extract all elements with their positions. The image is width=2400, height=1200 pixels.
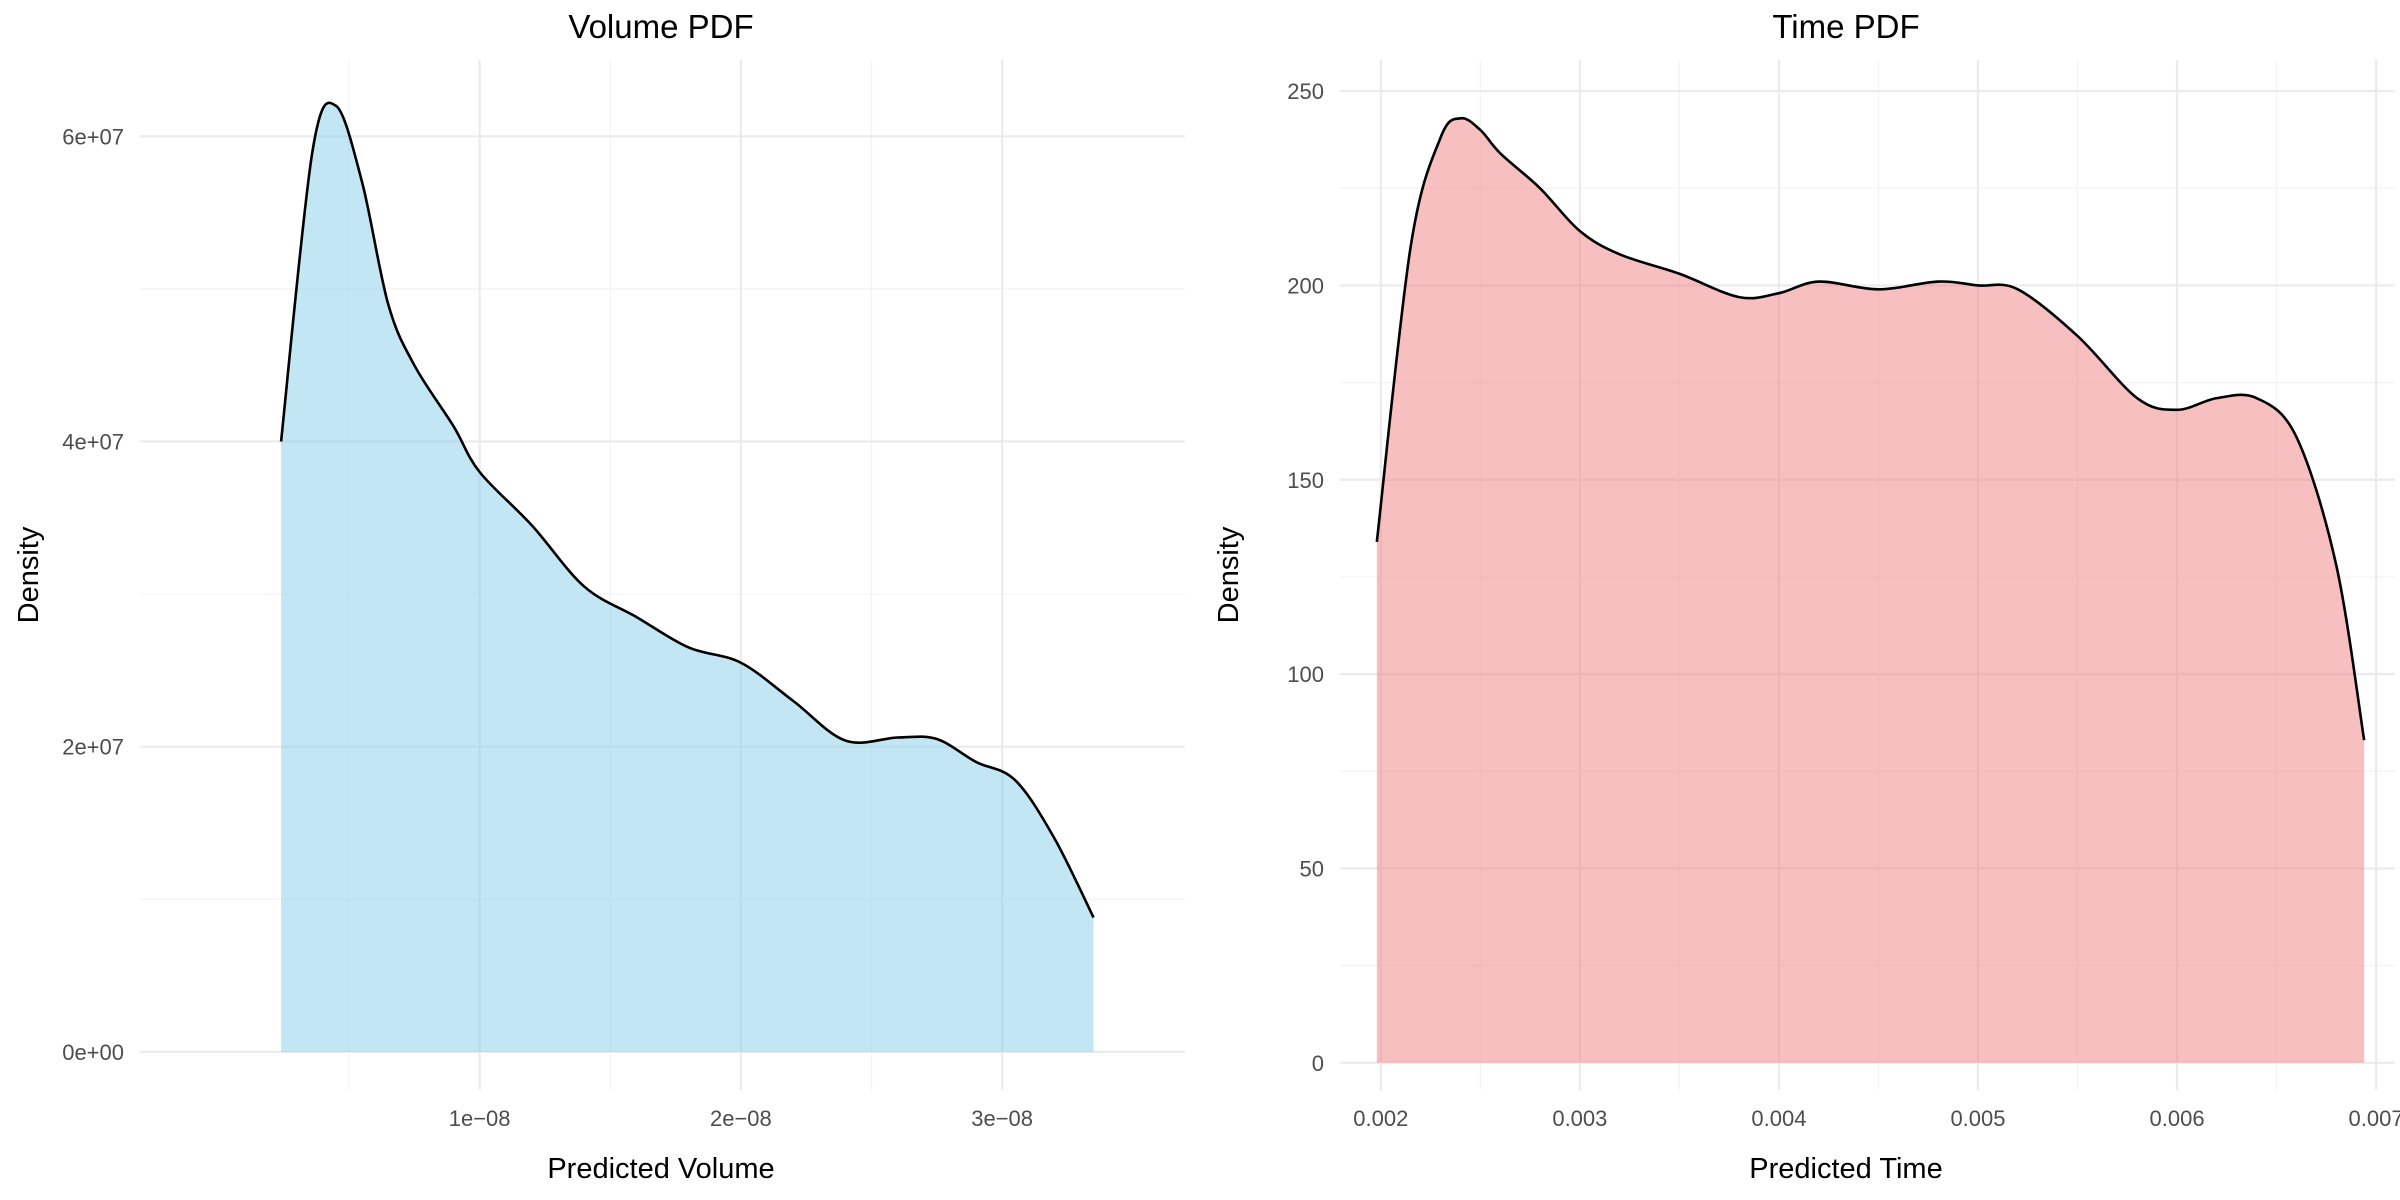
time-y-tick-label: 200: [1287, 273, 1324, 298]
time-x-tick-label: 0.004: [1751, 1106, 1806, 1131]
volume-y-axis-label: Density: [13, 526, 45, 623]
time-x-tick-label: 0.002: [1353, 1106, 1408, 1131]
time-x-tick-label: 0.005: [1950, 1106, 2005, 1131]
volume-y-tick-label: 2e+07: [62, 735, 124, 760]
volume-pdf-panel: 1e−08 2e−08 3e−08 0e+00 2e+07 4e+07 6e+07 Volum…: [13, 8, 1185, 1185]
volume-chart-title: Volume PDF: [568, 8, 753, 45]
time-y-tick-label: 150: [1287, 468, 1324, 493]
time-y-tick-label: 250: [1287, 79, 1324, 104]
volume-y-tick-label: 6e+07: [62, 124, 124, 149]
time-x-tick-label: 0.007: [2349, 1106, 2400, 1131]
time-chart-title: Time PDF: [1772, 8, 1919, 45]
time-density-area: [1376, 118, 2365, 1063]
volume-x-tick-label: 3e−08: [971, 1106, 1033, 1131]
time-x-tick-label: 0.006: [2150, 1106, 2205, 1131]
volume-y-tick-label: 4e+07: [62, 429, 124, 454]
volume-density-area: [281, 102, 1094, 1052]
time-y-tick-label: 50: [1300, 856, 1324, 881]
time-y-tick-label: 100: [1287, 662, 1324, 687]
time-x-axis-label: Predicted Time: [1749, 1153, 1942, 1185]
volume-density-line: [279, 101, 1095, 919]
time-y-axis-label: Density: [1213, 526, 1245, 623]
time-y-tick-label: 0: [1312, 1051, 1324, 1076]
volume-x-tick-label: 1e−08: [449, 1106, 511, 1131]
volume-y-tick-label: 0e+00: [62, 1040, 124, 1065]
time-density-line: [1375, 116, 2366, 741]
time-x-tick-label: 0.003: [1552, 1106, 1607, 1131]
volume-x-axis-label: Predicted Volume: [547, 1153, 774, 1185]
volume-x-tick-label: 2e−08: [710, 1106, 772, 1131]
time-pdf-panel: 0.002 0.003 0.004 0.005 0.006 0.007 0 50 100 150 2…: [1213, 8, 2400, 1185]
